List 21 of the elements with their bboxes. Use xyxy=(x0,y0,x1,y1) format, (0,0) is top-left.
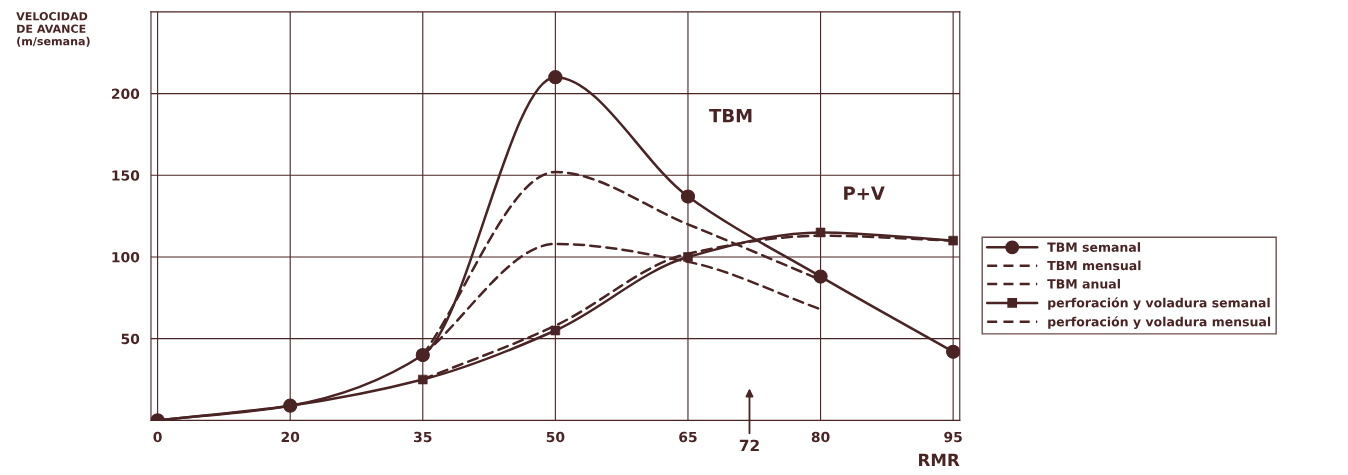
x-tick-label: 80 xyxy=(811,431,830,443)
annotation: P+V xyxy=(844,186,885,200)
x-tick-label: 20 xyxy=(281,431,300,443)
text: 72 xyxy=(739,439,759,452)
legend-label: TBM semanal xyxy=(1047,242,1140,252)
x-tick-label: 95 xyxy=(944,431,962,443)
annotation: TBM xyxy=(709,109,752,123)
legend-label: TBM mensual xyxy=(1047,260,1141,271)
x-tick-label: 35 xyxy=(414,431,432,443)
x-tick-label: 65 xyxy=(679,431,697,443)
legend-label: TBM anual xyxy=(1047,278,1120,289)
y-tick-label: 50 xyxy=(121,333,140,345)
y-axis-title: VELOCIDAD DE AVANCE (m/semana) xyxy=(16,12,90,47)
legend-label: perforación y voladura mensual xyxy=(1048,316,1271,329)
x-axis-title: RMR xyxy=(919,453,960,466)
x-tick-label: 50 xyxy=(546,431,565,443)
y-tick-label: 200 xyxy=(111,88,140,100)
x-tick-label: 0 xyxy=(153,431,162,443)
y-tick-label: 150 xyxy=(112,170,140,181)
y-tick-label: 100 xyxy=(112,251,140,263)
legend-label: perforación y voladura semanal xyxy=(1048,297,1270,310)
